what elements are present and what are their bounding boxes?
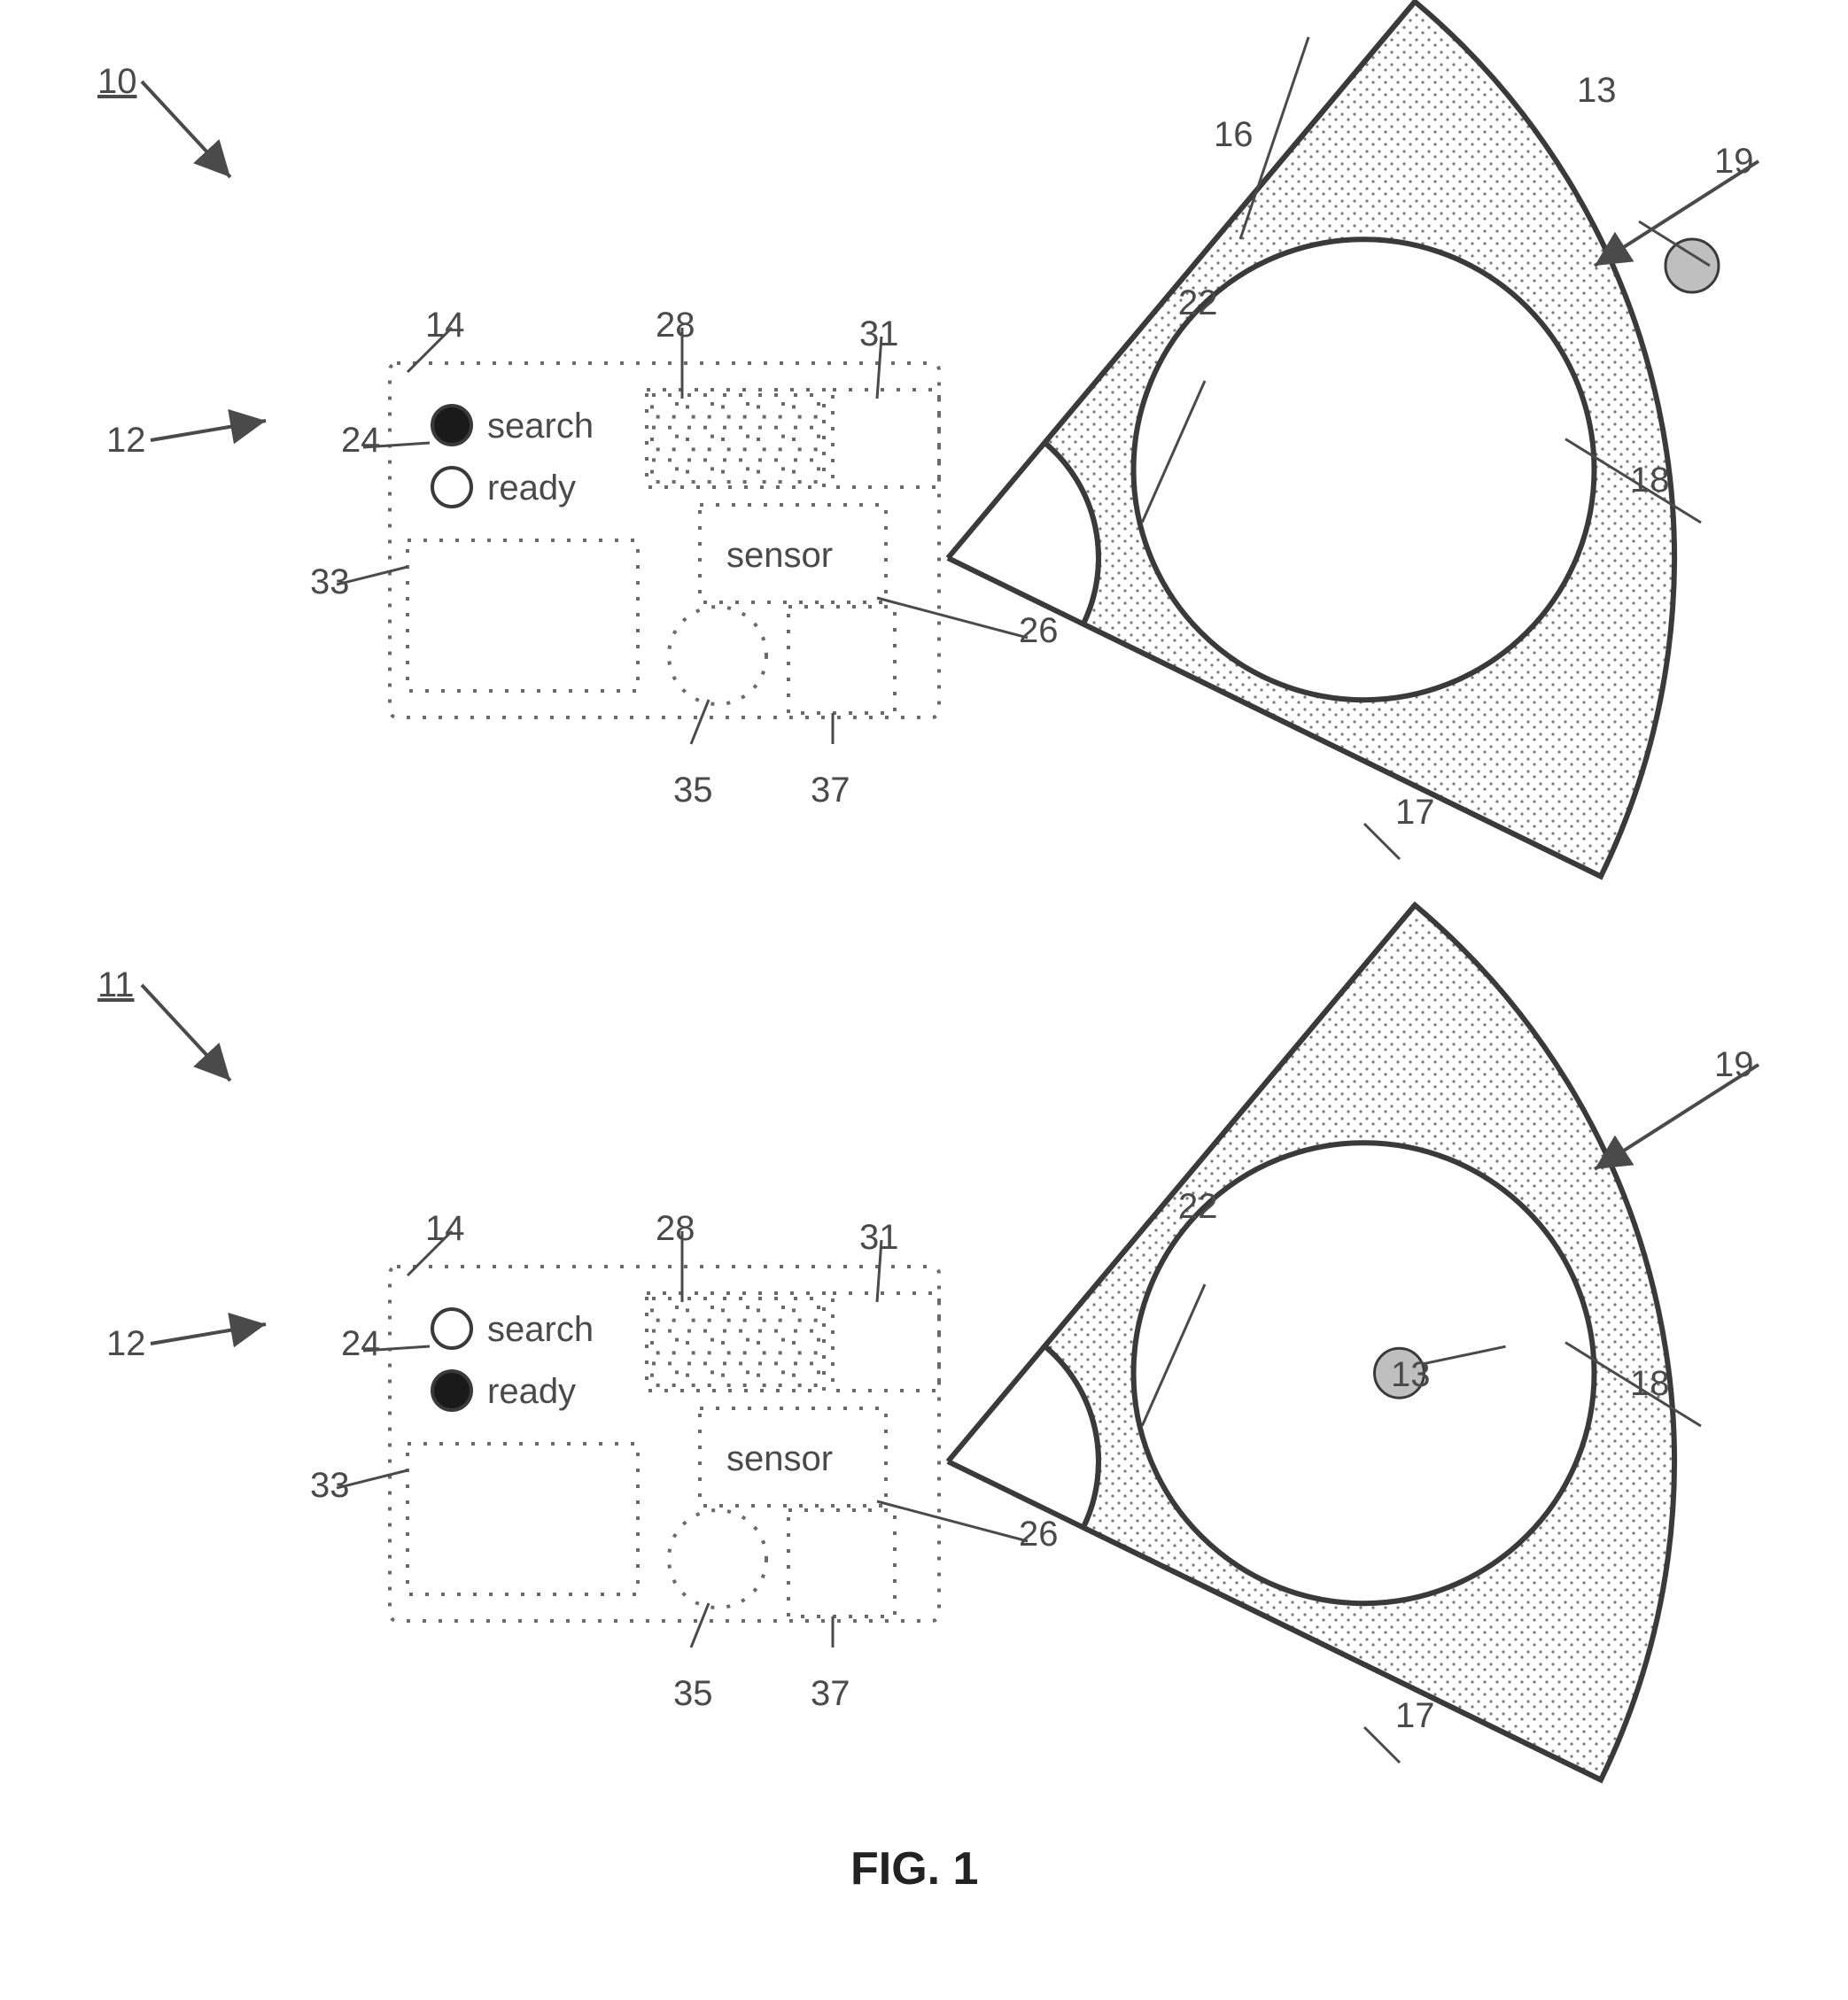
ref-label-19: 19 [1714, 142, 1754, 182]
ready-label: ready [487, 469, 576, 508]
search-indicator-dot [432, 406, 471, 445]
ref-label-37: 37 [811, 771, 850, 810]
dial-circle [669, 607, 766, 704]
ref-label-22: 22 [1178, 283, 1218, 323]
ref-label-24: 24 [341, 421, 381, 461]
figure-caption: FIG. 1 [850, 1842, 978, 1895]
ref-label-28: 28 [656, 1209, 695, 1249]
ref-label-24: 24 [341, 1324, 381, 1364]
button-box [788, 607, 895, 713]
search-label: search [487, 407, 594, 446]
ref-label-22: 22 [1178, 1187, 1218, 1227]
ref-label-19: 19 [1714, 1045, 1754, 1085]
figure-page: search ready sensor search ready sensor FIG. … [0, 0, 1848, 2000]
ref-label-12: 12 [106, 1324, 146, 1364]
dial-circle [669, 1510, 766, 1608]
search-label: search [487, 1310, 594, 1349]
sensor-label: sensor [726, 536, 833, 575]
aux-box [833, 390, 939, 487]
keypad-box [647, 390, 824, 487]
ref-label-18: 18 [1630, 1364, 1670, 1404]
display-box [408, 540, 638, 691]
ref-label-14: 14 [425, 1209, 465, 1249]
display-box [408, 1444, 638, 1594]
ref-label-16: 16 [1214, 115, 1254, 155]
ref-label-33: 33 [310, 562, 350, 602]
ready-indicator-dot [432, 468, 471, 507]
ref-label-37: 37 [811, 1674, 850, 1714]
ref-arrow-10 [142, 81, 230, 177]
ref-label-13: 13 [1391, 1355, 1431, 1395]
diagram-canvas: search ready sensor search ready sensor [0, 0, 1848, 2000]
ref-label-14: 14 [425, 306, 465, 345]
ref-label-26: 26 [1019, 1515, 1059, 1554]
ref-label-17: 17 [1395, 1696, 1435, 1736]
ref-label-31: 31 [859, 314, 899, 354]
ref-label-18: 18 [1630, 461, 1670, 500]
ref-label-35: 35 [673, 1674, 713, 1714]
ready-label: ready [487, 1372, 576, 1411]
sensor-fan [948, 905, 1674, 1780]
ref-arrow-12 [151, 421, 266, 440]
ref-label-13: 13 [1577, 71, 1617, 111]
aux-box [833, 1293, 939, 1391]
keypad-box [647, 1293, 824, 1391]
ref-label-33: 33 [310, 1466, 350, 1506]
ref-arrow-12 [151, 1324, 266, 1344]
ref-label-10: 10 [97, 62, 137, 102]
ref-label-28: 28 [656, 306, 695, 345]
ref-label-11: 11 [97, 965, 135, 1005]
search-indicator-dot [432, 1309, 471, 1348]
sensor-label: sensor [726, 1439, 833, 1478]
target-object [1666, 239, 1719, 292]
ref-arrow-11 [142, 985, 230, 1081]
ref-label-26: 26 [1019, 611, 1059, 651]
ref-label-17: 17 [1395, 793, 1435, 833]
button-box [788, 1510, 895, 1616]
ready-indicator-dot [432, 1371, 471, 1410]
ref-label-12: 12 [106, 421, 146, 461]
ref-label-35: 35 [673, 771, 713, 810]
ref-label-31: 31 [859, 1218, 899, 1258]
sensor-fan [948, 2, 1719, 877]
